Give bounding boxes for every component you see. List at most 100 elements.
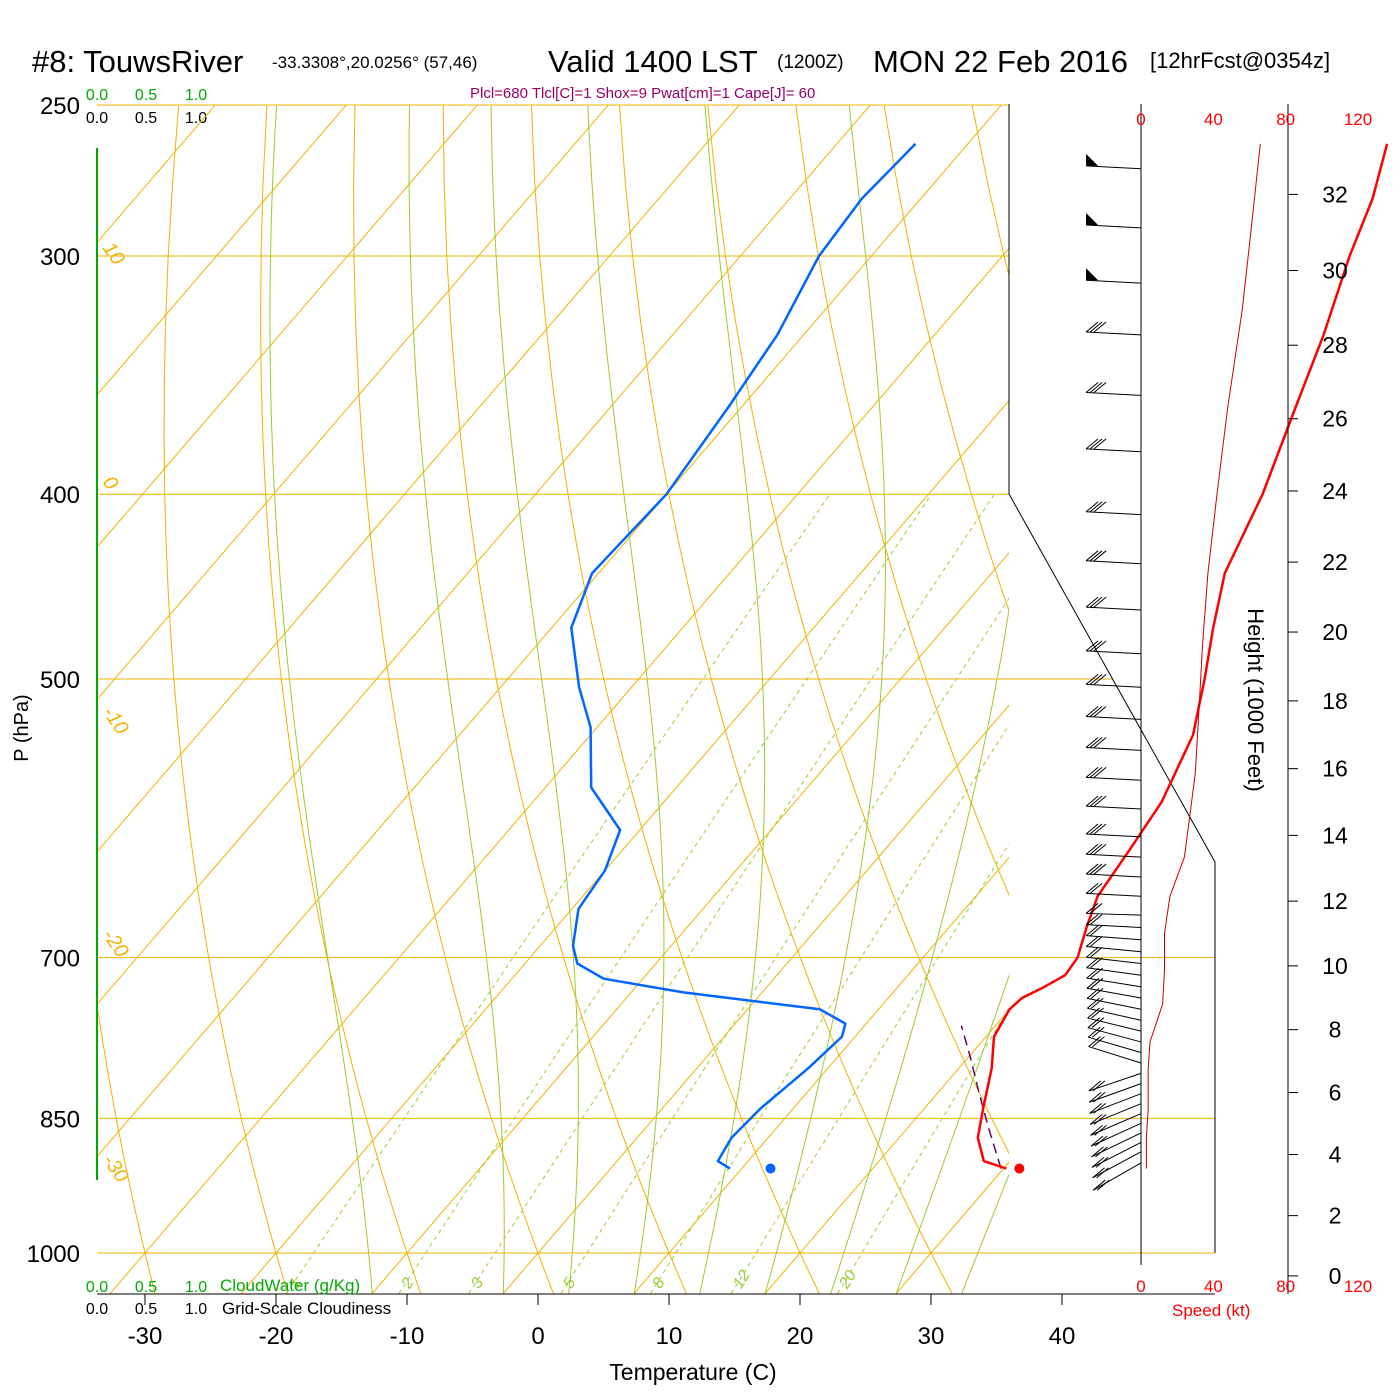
height-tick-label: 0	[1329, 1263, 1342, 1289]
valid-date: MON 22 Feb 2016	[873, 44, 1128, 79]
pressure-tick-label: 1000	[27, 1241, 80, 1268]
wind-barb-feather	[1085, 925, 1099, 937]
moist-adiabat-line	[587, 104, 665, 1294]
wind-barb-feather	[1089, 936, 1103, 947]
wind-barb-feather	[1093, 673, 1107, 685]
height-tick-label: 12	[1322, 888, 1348, 914]
isotherm-label: 10	[1035, 518, 1066, 549]
wind-barb-feather	[1086, 957, 1099, 969]
cloudwater-tick-top: 0.0	[86, 87, 108, 104]
wind-barb-feather	[1085, 706, 1099, 717]
temperature-tick-label: -20	[259, 1323, 294, 1350]
mixing-ratio-line	[398, 493, 932, 1294]
wind-barb-feather	[1089, 883, 1103, 894]
pressure-tick-label: 700	[40, 946, 80, 973]
speed-tick-label-bottom: 80	[1276, 1277, 1295, 1296]
wind-barb-feather	[1085, 903, 1099, 914]
isotherm-line	[502, 704, 1009, 1294]
height-axis-label: Height (1000 Feet)	[1243, 608, 1268, 791]
wind-barb-staff	[1086, 776, 1142, 781]
moist-adiabat-line	[830, 606, 1009, 1294]
wind-barb-pennant	[1086, 213, 1099, 226]
temperature-axis: -30 -20 -10 0 10 20 30 40	[128, 1294, 1075, 1350]
wind-barb-feather	[1087, 1026, 1101, 1038]
wind-barb-feather	[1085, 737, 1099, 748]
height-tick-label: 22	[1322, 549, 1348, 575]
height-tick-label: 10	[1322, 953, 1348, 979]
moist-adiabat-line	[490, 104, 579, 1294]
wind-barb-staff	[1088, 1036, 1142, 1054]
isotherm-line	[764, 1009, 1009, 1294]
cloudwater-tick-top: 1.0	[185, 87, 207, 104]
wind-barb-staff	[1086, 977, 1142, 988]
surface-dewpoint-dot	[765, 1163, 776, 1174]
dry-adiabat-line	[353, 104, 554, 1294]
dry-adiabat-line	[260, 104, 422, 1294]
valid-time: Valid 1400 LST	[548, 44, 758, 79]
wind-barb-staff	[1086, 560, 1142, 565]
speed-tick-label-bottom: 120	[1344, 1277, 1372, 1296]
wind-barb-staff	[1086, 805, 1142, 810]
wind-barb-feather	[1089, 823, 1103, 835]
cloud-scale-top: 0.0 0.0 0.5 0.5 1.0 1.0	[86, 87, 207, 127]
isotherm-line	[97, 104, 740, 853]
cloudiness-tick-bottom: 0.5	[135, 1301, 157, 1318]
wind-barb-feather	[1093, 550, 1107, 562]
cloudiness-tick-top: 0.0	[86, 110, 108, 127]
wind-barb-feather	[1095, 1157, 1109, 1168]
wind-barb-staff	[1086, 967, 1142, 976]
wind-speed-line	[1145, 143, 1261, 1169]
sounding-profiles	[570, 142, 1389, 1174]
wind-barb-feather	[1093, 382, 1107, 393]
speed-tick-label-top: 0	[1136, 110, 1145, 129]
wind-barb-feather	[1092, 1167, 1105, 1179]
mixing-ratio-line	[560, 597, 1009, 1294]
wind-barb-feather	[1089, 843, 1103, 855]
wind-barb-feather	[1089, 673, 1103, 685]
wind-barb-feather	[1089, 863, 1103, 875]
wind-barb-staff	[1086, 924, 1142, 929]
wind-barb-staff	[1086, 746, 1142, 751]
isotherm-line	[97, 104, 609, 701]
mixing-ratio-line	[650, 724, 1009, 1294]
wind-barb-feather	[1093, 863, 1107, 875]
wind-barb-feather	[1094, 1124, 1107, 1136]
pressure-tick-label: 400	[40, 482, 80, 509]
mixing-ratio-label: 3	[468, 1275, 487, 1292]
isotherm-line	[97, 104, 871, 1005]
dry-adiabat-line	[530, 104, 820, 1294]
mixing-ratio-line	[468, 493, 995, 1294]
wind-barb-feather	[1092, 1091, 1106, 1103]
wind-barb-feather	[1093, 640, 1107, 652]
wind-barb-feather	[1089, 914, 1103, 926]
wind-barb-staff	[1088, 1072, 1142, 1092]
wind-barb-feather	[1088, 1080, 1102, 1092]
wind-barb-feather	[1085, 936, 1099, 947]
speed-tick-label-bottom: 40	[1204, 1277, 1223, 1296]
cloudwater-tick-bottom: 1.0	[185, 1279, 207, 1296]
cloudwater-tick-bottom: 0.5	[135, 1279, 157, 1296]
wind-barb-feather	[1093, 706, 1107, 717]
speed-tick-label-top: 120	[1344, 110, 1372, 129]
wind-barb-feather	[1085, 382, 1099, 393]
isotherm-line	[1158, 105, 1400, 1293]
cloudiness-tick-top: 1.0	[185, 110, 207, 127]
cloudwater-tick-bottom: 0.0	[86, 1279, 108, 1296]
wind-speed-profile	[1145, 143, 1261, 1169]
wind-barb-feather	[1093, 501, 1107, 513]
wind-barb-staff	[1086, 833, 1142, 838]
dry-adiabat-line	[707, 104, 1009, 1155]
isotherm-line	[97, 104, 347, 396]
wind-barb-feather	[1090, 987, 1104, 999]
cloudiness-label: Grid-Scale Cloudiness	[222, 1299, 391, 1318]
isotherm-label: 0	[1005, 330, 1028, 354]
cloudiness-tick-top: 0.5	[135, 110, 157, 127]
wind-barb-staff	[1088, 1046, 1142, 1064]
height-tick-label: 32	[1322, 181, 1348, 207]
stability-indices: Plcl=680 Tlcl[C]=1 Shox=9 Pwat[cm]=1 Cap…	[470, 85, 815, 102]
isotherm-line	[633, 856, 1009, 1294]
wind-barb-feather	[1093, 737, 1107, 748]
wind-barb-feather	[1090, 957, 1103, 969]
